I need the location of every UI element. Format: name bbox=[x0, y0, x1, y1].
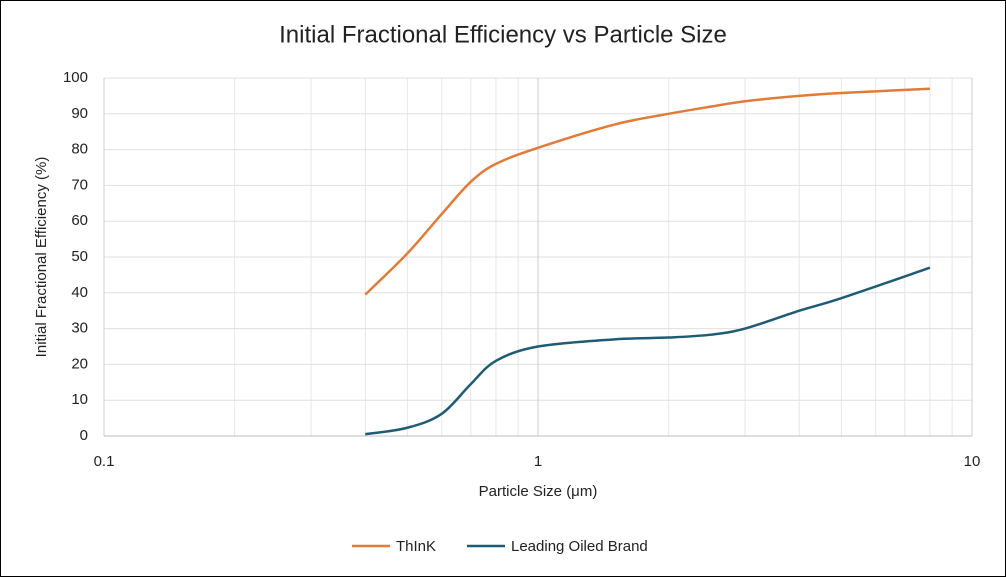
y-tick-label: 20 bbox=[71, 355, 88, 372]
x-tick-label: 10 bbox=[964, 453, 981, 470]
y-tick-label: 90 bbox=[71, 105, 88, 122]
x-axis-label: Particle Size (μm) bbox=[479, 483, 598, 500]
y-tick-label: 40 bbox=[71, 284, 88, 301]
series-line bbox=[364, 87, 931, 296]
legend-label: ThInK bbox=[396, 538, 436, 555]
y-axis-label: Initial Fractional Efficiency (%) bbox=[33, 157, 50, 358]
y-tick-label: 0 bbox=[80, 427, 88, 444]
y-tick-label: 60 bbox=[71, 212, 88, 229]
y-tick-label: 50 bbox=[71, 248, 88, 265]
series-line bbox=[365, 266, 931, 436]
legend-label: Leading Oiled Brand bbox=[511, 538, 648, 555]
y-tick-label: 30 bbox=[71, 320, 88, 337]
y-tick-label: 100 bbox=[63, 69, 88, 86]
x-tick-label: 0.1 bbox=[94, 453, 115, 470]
y-tick-label: 10 bbox=[71, 391, 88, 408]
x-tick-label: 1 bbox=[534, 453, 542, 470]
y-tick-label: 80 bbox=[71, 141, 88, 158]
chart-title: Initial Fractional Efficiency vs Particl… bbox=[279, 21, 727, 48]
y-tick-label: 70 bbox=[71, 176, 88, 193]
